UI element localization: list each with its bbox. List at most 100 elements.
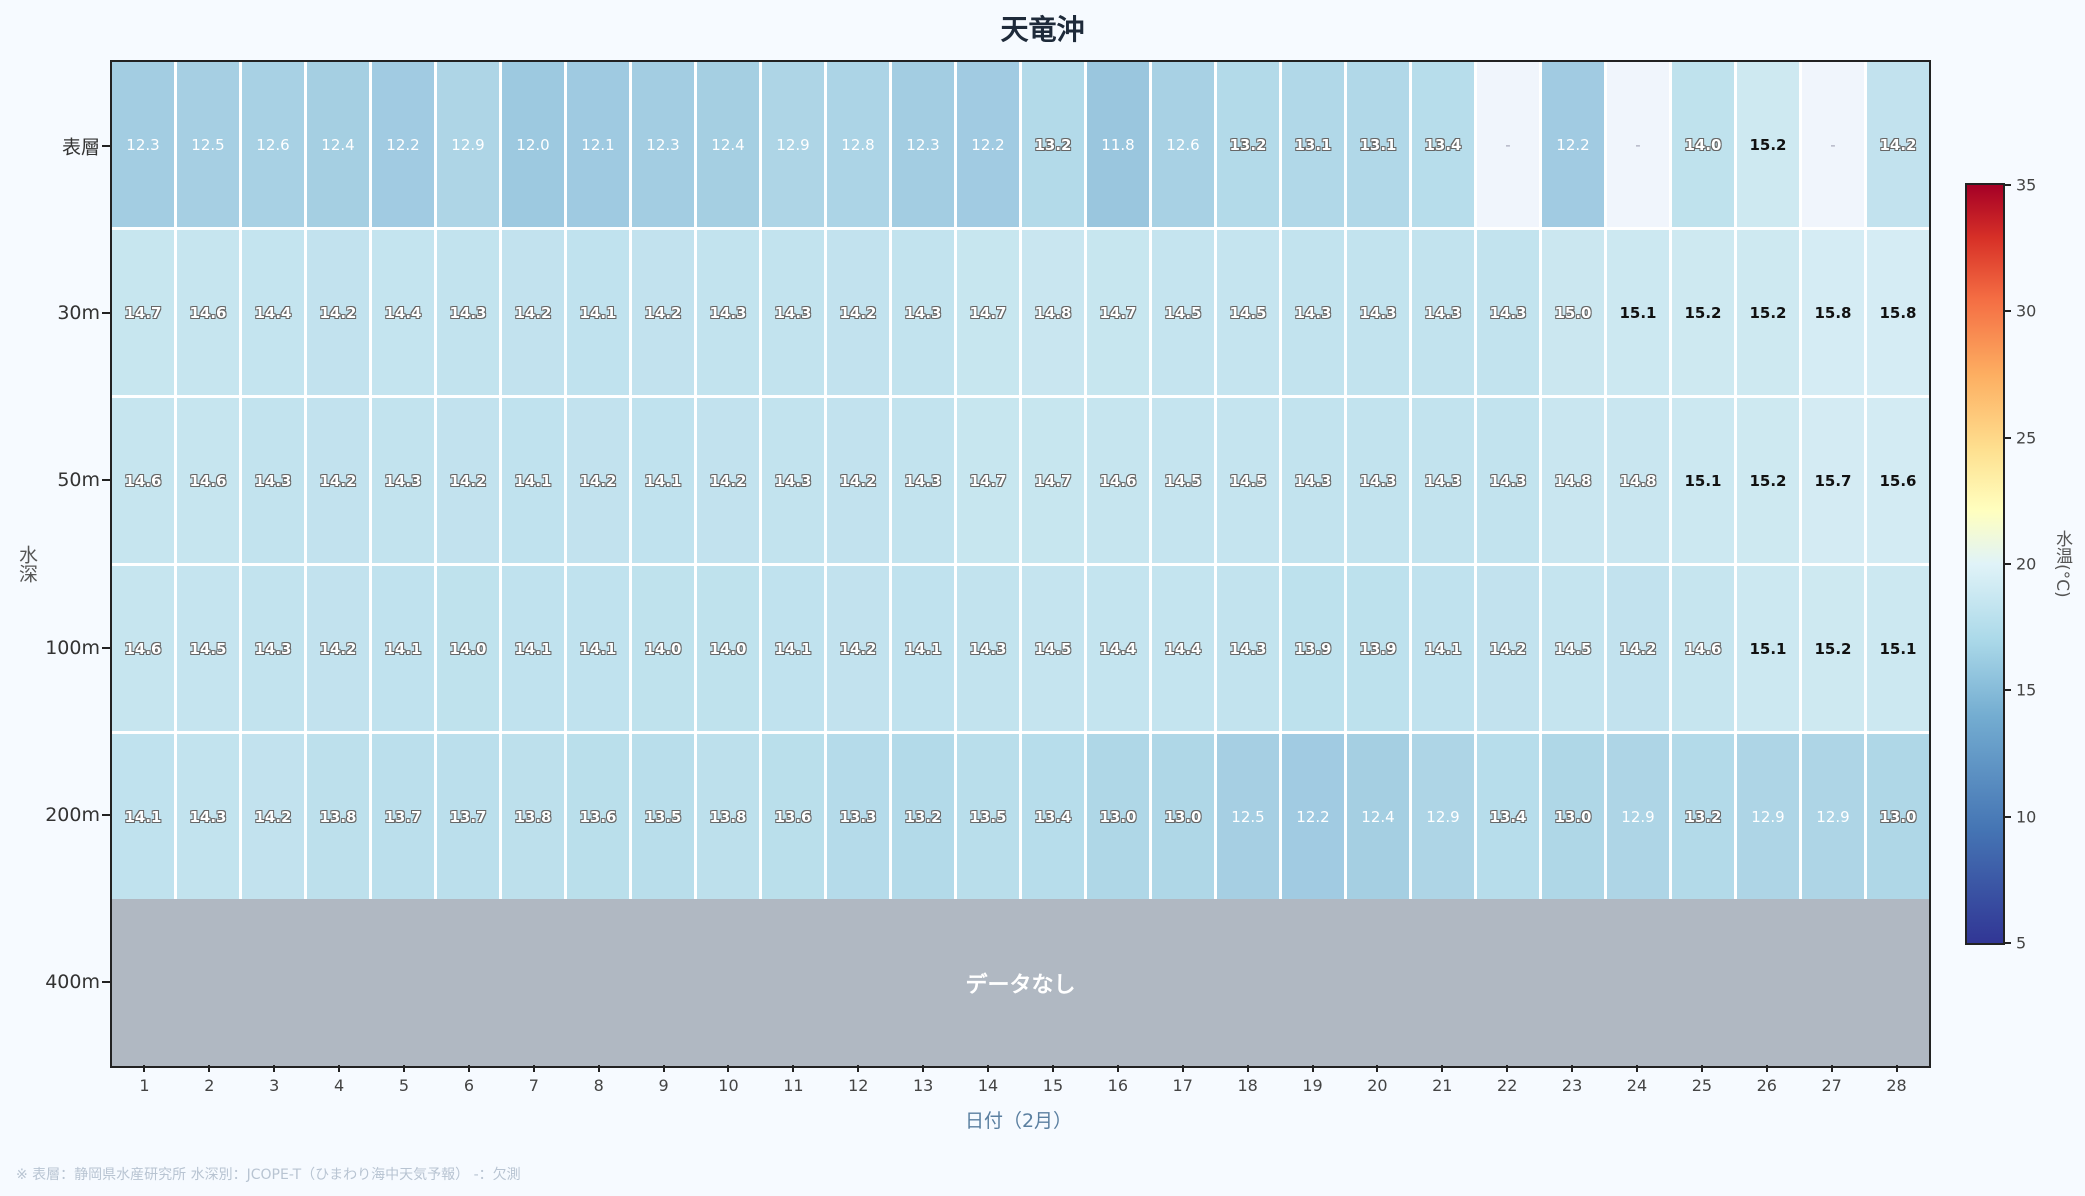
heatmap-cell: 14.3	[762, 230, 824, 395]
heatmap-cell: 12.9	[1607, 734, 1669, 899]
heatmap-cell: 13.5	[957, 734, 1019, 899]
heatmap-cell: 13.4	[1022, 734, 1084, 899]
heatmap-cell: 14.2	[502, 230, 564, 395]
x-tick-label: 24	[1626, 1076, 1648, 1095]
heatmap-cell: 13.5	[632, 734, 694, 899]
heatmap-cell: 12.5	[1217, 734, 1279, 899]
heatmap-cell: 13.9	[1347, 566, 1409, 731]
heatmap-cell: 14.1	[632, 398, 694, 563]
heatmap-cell: 15.2	[1672, 230, 1734, 395]
heatmap-cell: 14.3	[1347, 230, 1409, 395]
heatmap-cell: 14.3	[1477, 398, 1539, 563]
colorbar-tick-label: 15	[2016, 680, 2037, 700]
heatmap-cell: 14.5	[1152, 230, 1214, 395]
heatmap-cell: 14.2	[307, 230, 369, 395]
heatmap-cell: 14.6	[112, 398, 174, 563]
heatmap-cell: 13.8	[502, 734, 564, 899]
heatmap-cell: 14.5	[1217, 230, 1279, 395]
x-tick-label: 27	[1821, 1076, 1842, 1095]
heatmap-cell: 12.2	[372, 62, 434, 227]
heatmap-cell: 14.3	[892, 230, 954, 395]
heatmap-cell: 12.4	[697, 62, 759, 227]
heatmap-cell: 14.1	[502, 566, 564, 731]
y-tick-mark	[102, 981, 110, 984]
heatmap-cell: 14.5	[1022, 566, 1084, 731]
x-tick-mark	[922, 1065, 925, 1072]
heatmap-cell: 13.2	[892, 734, 954, 899]
x-axis-label: 日付（2月）	[964, 1110, 1073, 1132]
heatmap-cell: 14.2	[827, 230, 889, 395]
y-axis-label: 水深	[16, 545, 38, 583]
heatmap-cell: 14.3	[957, 566, 1019, 731]
heatmap-cell: 15.1	[1672, 398, 1734, 563]
heatmap-cell: 13.6	[567, 734, 629, 899]
heatmap-cell: 13.2	[1217, 62, 1279, 227]
heatmap-cell: 14.6	[177, 230, 239, 395]
heatmap-cell: 14.2	[567, 398, 629, 563]
heatmap-cell: 15.8	[1867, 230, 1929, 395]
heatmap-cell: 12.9	[1412, 734, 1474, 899]
x-tick-label: 26	[1756, 1076, 1777, 1095]
colorbar-label: 水温(°C)	[2052, 530, 2072, 598]
heatmap-cell: 14.3	[437, 230, 499, 395]
heatmap-cell: 14.5	[1542, 566, 1604, 731]
y-tick-label: 30m	[57, 302, 100, 324]
y-tick-label: 200m	[45, 804, 100, 826]
x-tick-mark	[792, 1065, 795, 1072]
heatmap-cell: 14.2	[827, 566, 889, 731]
heatmap-cell: 11.8	[1087, 62, 1149, 227]
heatmap-cell: 14.6	[112, 566, 174, 731]
x-tick-label: 12	[848, 1076, 869, 1095]
heatmap-cell: 15.2	[1737, 62, 1799, 227]
x-tick-mark	[273, 1065, 276, 1072]
x-tick-mark	[1181, 1065, 1184, 1072]
x-tick-label: 5	[398, 1076, 410, 1095]
x-tick-label: 13	[912, 1076, 934, 1095]
heatmap-cell: 15.2	[1737, 230, 1799, 395]
x-tick-label: 6	[463, 1076, 474, 1095]
heatmap-cell: 14.3	[892, 398, 954, 563]
heatmap-cell: 13.3	[827, 734, 889, 899]
heatmap-cell: 14.1	[1412, 566, 1474, 731]
heatmap-cell: 13.4	[1477, 734, 1539, 899]
x-tick-mark	[1700, 1065, 1703, 1072]
heatmap-cell: 14.1	[567, 230, 629, 395]
x-tick-label: 28	[1886, 1076, 1907, 1095]
heatmap-cell: 15.7	[1802, 398, 1864, 563]
heatmap-cell: 14.2	[1607, 566, 1669, 731]
colorbar-tick-mark	[2003, 436, 2011, 439]
heatmap-cell: 13.8	[307, 734, 369, 899]
heatmap-cell: 15.6	[1867, 398, 1929, 563]
no-data-region: データなし	[112, 899, 1929, 1066]
x-tick-label: 14	[977, 1076, 999, 1095]
heatmap-cell: 14.8	[1022, 230, 1084, 395]
x-tick-mark	[1116, 1065, 1119, 1072]
x-tick-mark	[338, 1065, 341, 1072]
heatmap-cell: 12.3	[112, 62, 174, 227]
heatmap-cell: 14.1	[502, 398, 564, 563]
heatmap-cell: 14.0	[437, 566, 499, 731]
heatmap-cell: 14.5	[177, 566, 239, 731]
heatmap-cell: 12.0	[502, 62, 564, 227]
colorbar-tick-mark	[2003, 310, 2011, 313]
x-tick-label: 2	[204, 1076, 215, 1095]
heatmap-cell: 14.7	[1087, 230, 1149, 395]
heatmap-cell: -	[1802, 62, 1864, 227]
x-tick-label: 18	[1237, 1076, 1258, 1095]
heatmap-plot-area: 12.3 12.5 12.6 12.4 12.2 12.9 12.0 12.1 12.3 12.4…	[110, 60, 1931, 1068]
heatmap-cell: 13.0	[1087, 734, 1149, 899]
x-tick-label: 11	[783, 1076, 804, 1095]
colorbar-tick-mark	[2003, 689, 2011, 692]
heatmap-cell: 13.8	[697, 734, 759, 899]
heatmap-cell: 13.1	[1282, 62, 1344, 227]
heatmap-cell: 12.3	[632, 62, 694, 227]
colorbar-tick-label: 30	[2016, 301, 2037, 321]
heatmap-cell: 14.2	[1477, 566, 1539, 731]
x-tick-label: 23	[1561, 1076, 1583, 1095]
heatmap-cell: 14.0	[697, 566, 759, 731]
heatmap-cell: 12.5	[177, 62, 239, 227]
heatmap-cell: 12.3	[892, 62, 954, 227]
x-tick-label: 21	[1432, 1076, 1453, 1095]
heatmap-cell: 15.0	[1542, 230, 1604, 395]
y-tick-label: 400m	[45, 971, 100, 994]
